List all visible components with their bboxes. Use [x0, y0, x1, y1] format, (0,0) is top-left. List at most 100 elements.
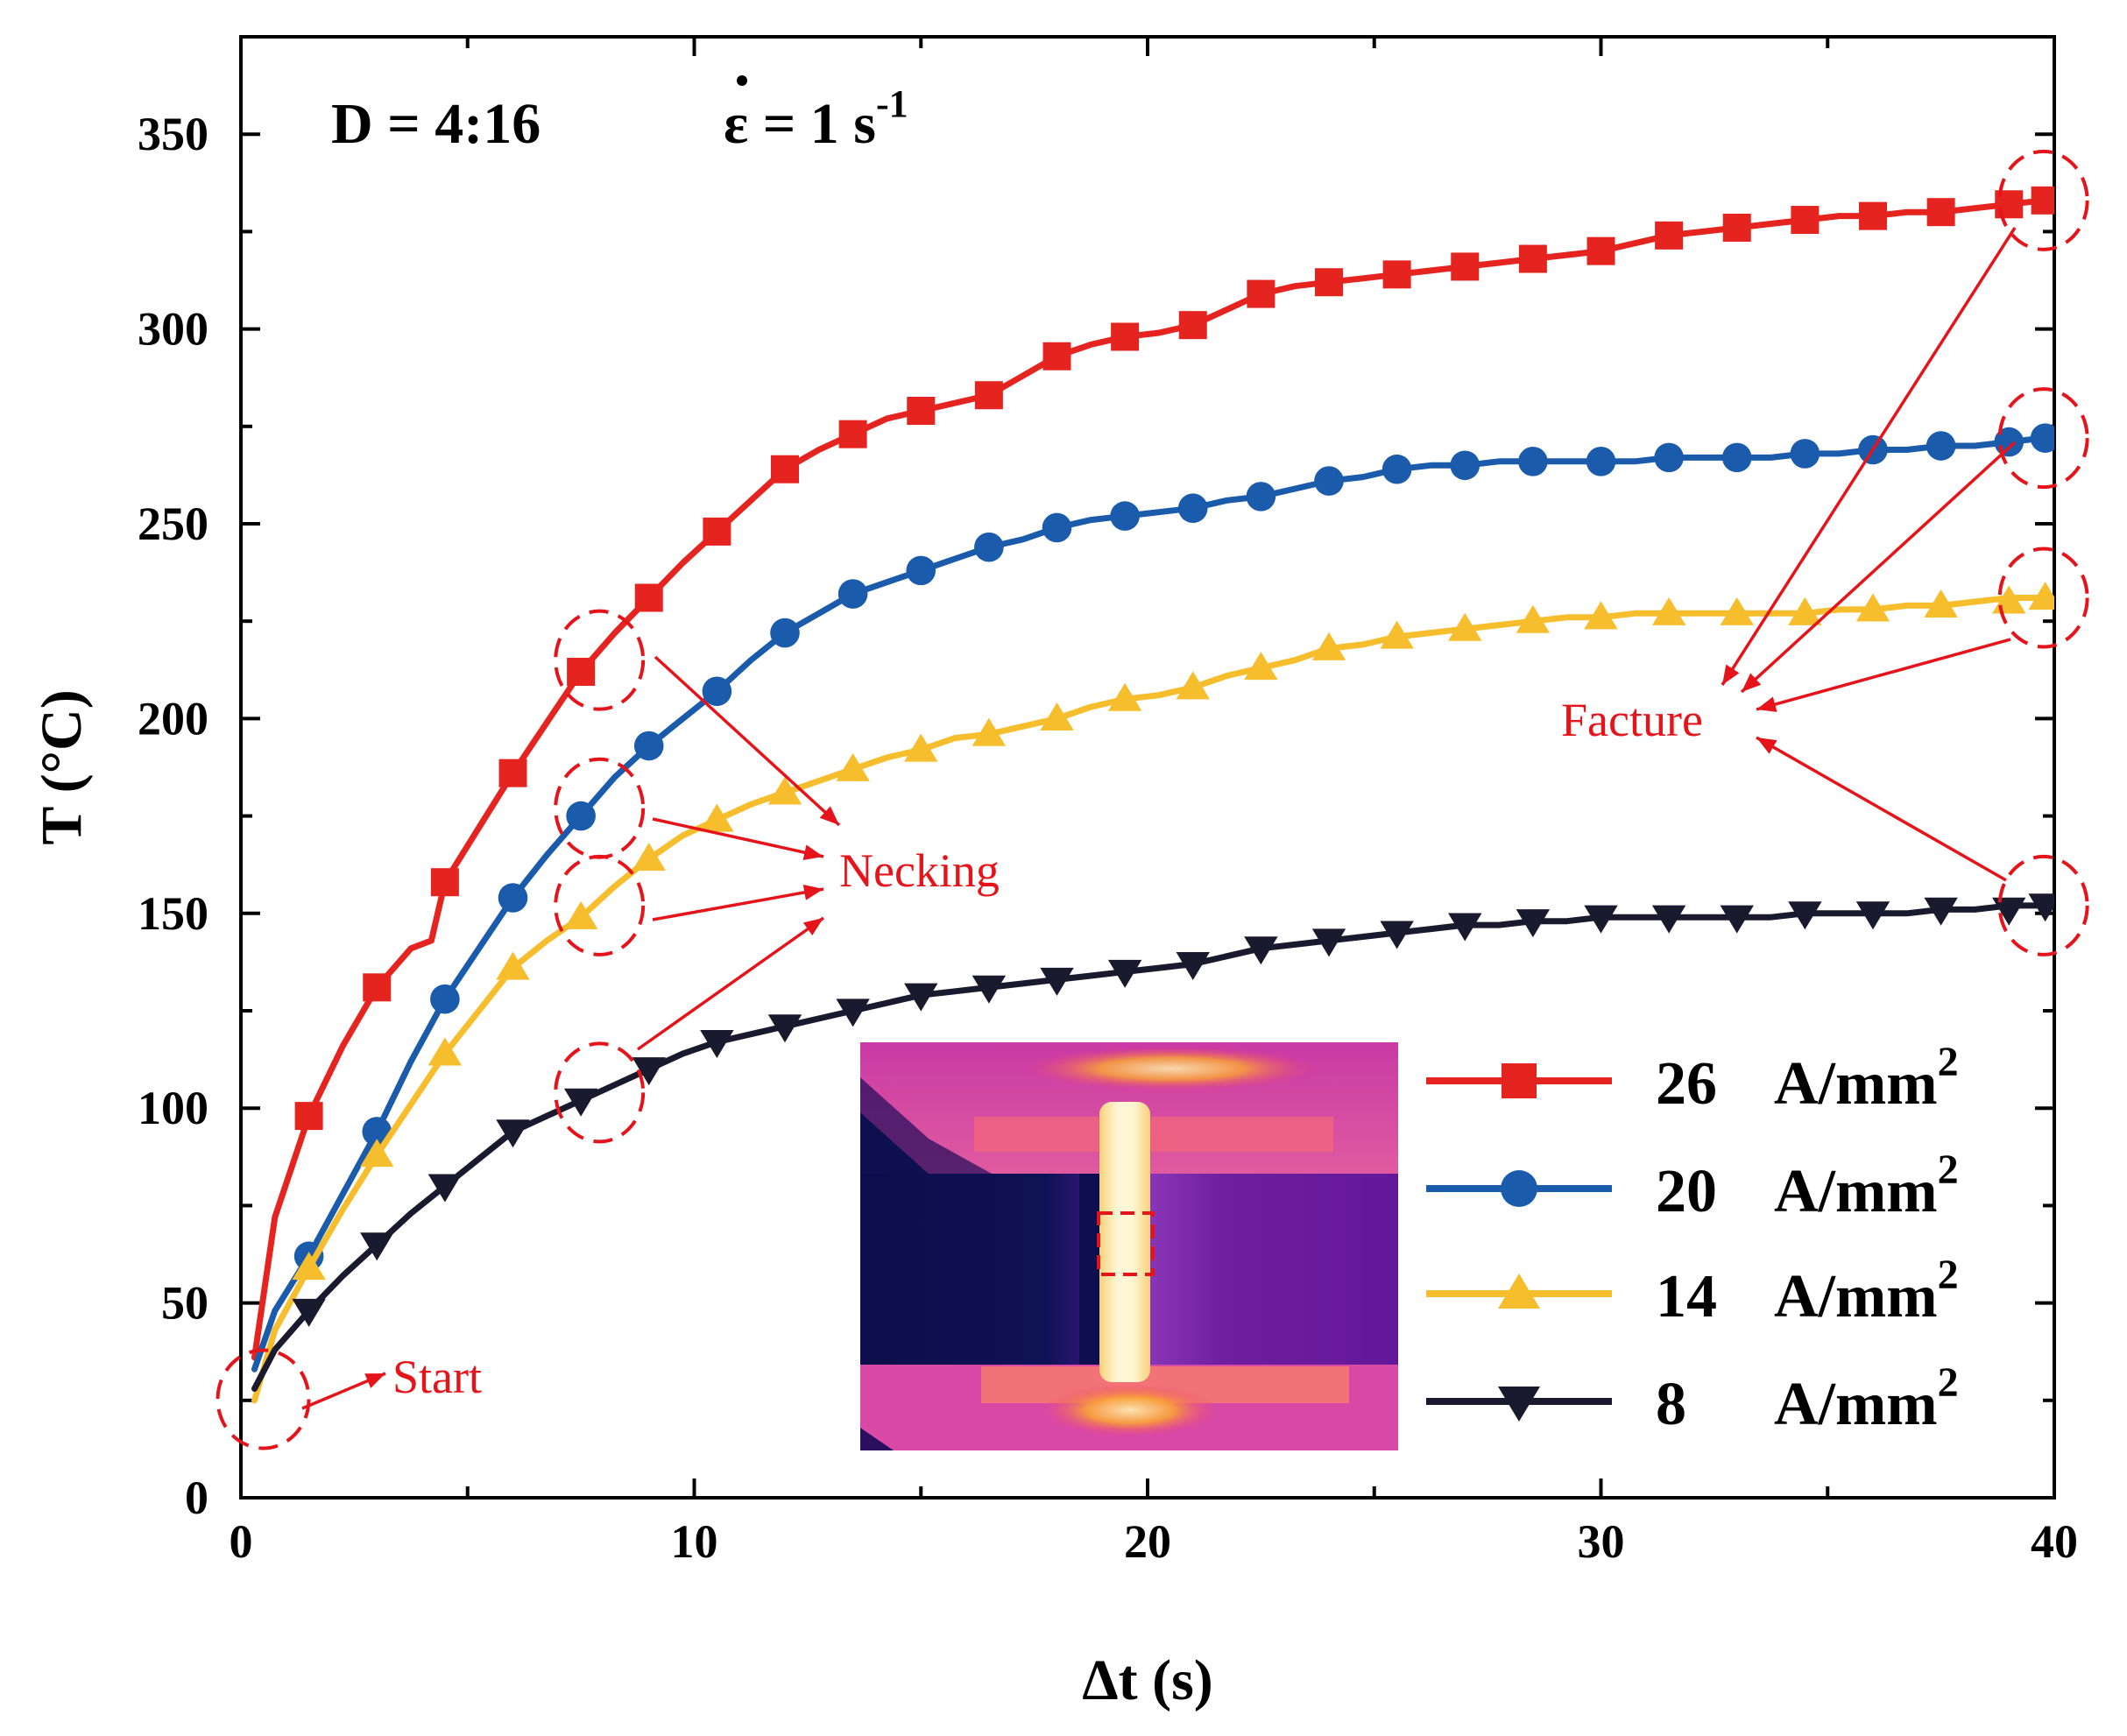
inset-top-clamp-glow — [1027, 1047, 1316, 1090]
data-point — [1107, 959, 1142, 988]
legend-exp: 2 — [1938, 1147, 1959, 1193]
inset-thermal-image — [860, 1042, 1398, 1450]
data-point — [2028, 893, 2054, 922]
data-point — [1855, 593, 1890, 622]
data-point — [1176, 952, 1210, 981]
y-tick-label: 0 — [185, 1471, 208, 1524]
data-point — [496, 951, 530, 980]
data-point — [1516, 909, 1551, 938]
necking-arrow — [652, 885, 824, 921]
data-point — [906, 555, 936, 586]
necking-circle — [554, 609, 646, 711]
necking-arrow — [654, 655, 841, 827]
data-point — [1040, 967, 1074, 996]
data-point — [1516, 604, 1551, 633]
y-tick-label: 300 — [138, 303, 208, 356]
strain-rate-value: = 1 s — [748, 92, 876, 156]
data-point — [1247, 279, 1275, 308]
data-point — [1790, 439, 1820, 469]
series-20 — [251, 423, 2054, 1373]
start-circle — [216, 1348, 311, 1450]
data-point — [1721, 442, 1752, 473]
series-14 — [251, 582, 2054, 1404]
x-tick-label: 0 — [230, 1515, 253, 1568]
data-point — [360, 1232, 394, 1261]
data-point — [702, 676, 732, 707]
data-point — [1654, 442, 1684, 473]
x-tick-label: 10 — [671, 1515, 718, 1568]
x-tick-label: 20 — [1124, 1515, 1171, 1568]
inset-bottom-clamp-shadow — [860, 1428, 894, 1450]
data-point — [632, 1057, 666, 1086]
legend-exp: 2 — [1938, 1359, 1959, 1406]
data-point — [904, 983, 938, 1012]
y-axis-title: T (°C) — [30, 689, 94, 844]
arrow-head — [819, 806, 839, 825]
data-point — [1178, 311, 1207, 340]
annotation-layer — [216, 149, 2089, 1450]
data-point — [972, 717, 1007, 746]
arrow-shaft — [654, 655, 841, 827]
data-point — [974, 532, 1004, 562]
data-point — [292, 1252, 326, 1281]
arrow-shaft — [652, 887, 824, 921]
fracture-circle — [1997, 547, 2089, 649]
data-point — [1111, 322, 1140, 351]
data-point — [1651, 905, 1686, 934]
x-tick-label: 40 — [2031, 1515, 2078, 1568]
x-axis-title: Δt (s) — [1082, 1648, 1213, 1712]
data-point — [1788, 901, 1822, 930]
inset-hot-rod — [1099, 1102, 1150, 1382]
data-point — [498, 883, 528, 913]
axis-ticks — [239, 35, 2056, 1500]
data-point — [496, 1119, 530, 1148]
data-point — [2030, 423, 2054, 453]
y-tick-label: 250 — [138, 498, 208, 550]
data-point — [428, 1174, 463, 1203]
data-point — [1110, 501, 1140, 531]
data-point — [1586, 447, 1616, 476]
legend-label: 26 A/mm2 — [1656, 1039, 1959, 1118]
data-point — [904, 733, 938, 762]
series-26 — [251, 186, 2054, 1361]
data-point — [1651, 596, 1686, 625]
legend-exp: 2 — [1938, 1039, 1959, 1085]
data-point — [363, 973, 392, 1002]
arrow-head — [1756, 696, 1777, 712]
series-8 — [251, 893, 2054, 1392]
data-point — [2031, 186, 2054, 215]
condition-d-ratio: D = 4:16 — [331, 92, 541, 156]
legend-exp: 2 — [1938, 1252, 1959, 1298]
data-point — [1924, 589, 1958, 618]
arrow-shaft — [1740, 441, 2017, 694]
data-point — [836, 752, 870, 781]
legend-item-14: 14 A/mm2 — [1426, 1252, 1959, 1330]
legend-marker — [1501, 1170, 1537, 1207]
arrow-shaft — [636, 916, 825, 1051]
annotation-fracture: Facture — [1561, 694, 1703, 746]
legend-item-26: 26 A/mm2 — [1426, 1039, 1959, 1118]
data-point — [1314, 466, 1344, 496]
inset-right-region — [1148, 1174, 1398, 1389]
data-point — [1040, 702, 1074, 730]
data-point — [563, 900, 598, 929]
data-point — [1788, 596, 1822, 625]
data-point — [1451, 252, 1480, 281]
legend-value: 8 — [1656, 1371, 1686, 1438]
y-tick-label: 100 — [138, 1082, 208, 1134]
annotation-necking: Necking — [839, 844, 1000, 897]
legend-label: 14 A/mm2 — [1656, 1252, 1959, 1330]
inset-left-region — [860, 1174, 1079, 1389]
necking-arrow — [652, 817, 824, 861]
series-layer — [251, 186, 2054, 1404]
legend-unit: A/mm — [1774, 1050, 1938, 1118]
data-point — [1244, 652, 1278, 681]
data-point — [1311, 632, 1346, 660]
arrow-head — [1742, 673, 1762, 692]
data-point — [1791, 206, 1820, 235]
arrow-head — [1722, 664, 1740, 685]
arrow-head — [802, 885, 823, 900]
data-point — [567, 658, 596, 687]
